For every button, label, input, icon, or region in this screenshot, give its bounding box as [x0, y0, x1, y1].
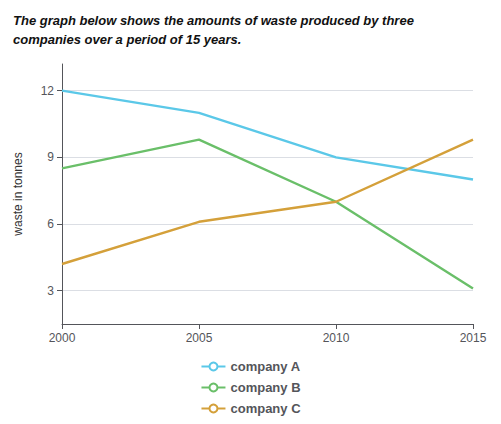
svg-text:company A: company A	[230, 359, 300, 374]
svg-text:company C: company C	[230, 401, 301, 416]
svg-text:2015: 2015	[460, 331, 487, 345]
svg-text:waste in tonnes: waste in tonnes	[11, 152, 25, 236]
svg-text:6: 6	[47, 217, 54, 231]
svg-text:12: 12	[41, 84, 55, 98]
svg-text:2000: 2000	[49, 331, 76, 345]
svg-text:The graph below shows the amou: The graph below shows the amounts of was…	[13, 13, 414, 28]
svg-text:companies over a period of 15: companies over a period of 15 years.	[13, 32, 241, 47]
svg-text:2005: 2005	[186, 331, 213, 345]
svg-text:2010: 2010	[323, 331, 350, 345]
svg-text:9: 9	[47, 150, 54, 164]
svg-text:3: 3	[47, 284, 54, 298]
svg-text:company B: company B	[230, 380, 300, 395]
